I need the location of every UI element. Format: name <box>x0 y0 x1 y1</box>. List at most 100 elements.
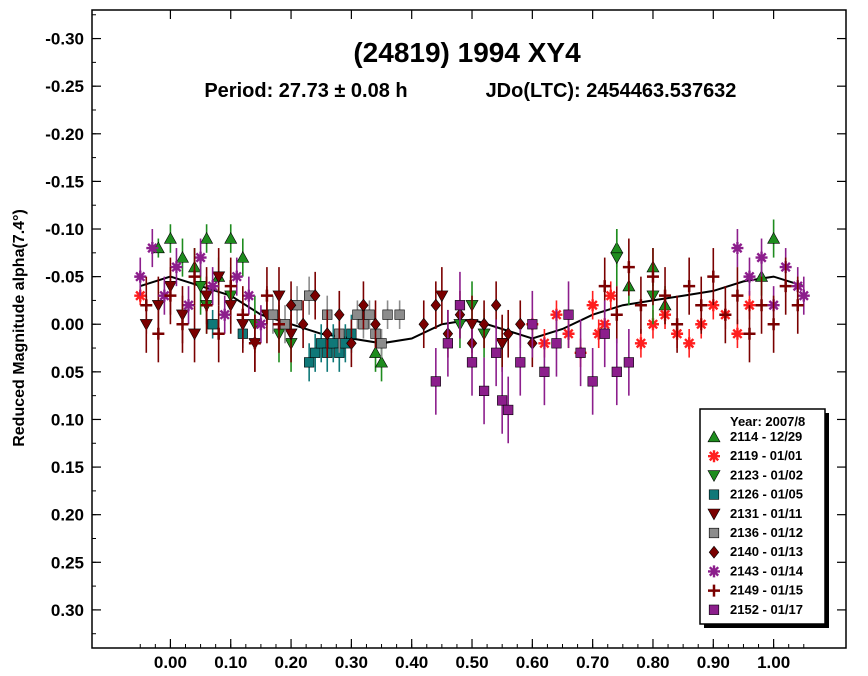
data-points-layer <box>134 219 810 444</box>
chart-title: (24819) 1994 XY4 <box>353 37 581 68</box>
data-point <box>285 298 297 312</box>
legend-items: 2114 - 12/29 2119 - 01/01 2123 - 01/02 2126… <box>707 429 804 617</box>
series-2152 <box>430 271 634 444</box>
data-point <box>791 299 804 312</box>
data-point <box>767 318 780 331</box>
x-tick-label: 0.40 <box>395 653 428 672</box>
x-tick-label: 0.50 <box>455 653 488 672</box>
y-tick-label: -0.10 <box>45 220 84 239</box>
legend-marker <box>708 489 720 500</box>
legend-entry-label: 2140 - 01/13 <box>730 544 803 559</box>
y-tick-label: -0.30 <box>45 30 84 49</box>
data-point <box>515 317 526 331</box>
data-point <box>188 328 202 341</box>
legend-marker <box>708 450 720 463</box>
legend-entry-label: 2152 - 01/17 <box>730 602 803 617</box>
y-tick-label: 0.20 <box>51 506 84 525</box>
y-tick-label: 0.10 <box>51 410 84 429</box>
data-point <box>797 289 810 302</box>
legend-entry-label: 2131 - 01/11 <box>730 506 802 521</box>
data-point <box>140 299 153 312</box>
data-point <box>646 270 659 283</box>
data-point <box>176 318 189 331</box>
data-point <box>731 327 744 340</box>
data-point <box>368 346 383 358</box>
data-point <box>224 231 238 244</box>
data-point <box>200 231 214 244</box>
data-point <box>604 289 617 302</box>
legend-entry-label: 2149 - 01/15 <box>730 583 803 598</box>
data-point <box>242 289 255 302</box>
y-tick-label: 0.05 <box>51 363 84 382</box>
data-point <box>260 289 273 302</box>
legend-marker <box>708 527 720 539</box>
x-tick-label: 0.70 <box>576 653 609 672</box>
data-point <box>527 319 538 330</box>
legend-marker <box>707 470 721 483</box>
data-point <box>731 289 744 302</box>
y-tick-label: -0.20 <box>45 125 84 144</box>
y-axis-label: Reduced Magnitude alpha(7.4°) <box>11 209 28 447</box>
legend-box <box>699 408 826 625</box>
legend-marker <box>707 508 721 521</box>
data-point <box>310 347 321 358</box>
data-point <box>599 328 610 339</box>
data-point <box>218 308 231 321</box>
data-point <box>731 242 744 255</box>
series-2149 <box>140 238 804 372</box>
data-point <box>164 289 177 302</box>
data-point <box>622 261 635 274</box>
data-point <box>719 308 732 321</box>
data-point <box>743 327 756 340</box>
legend-entry-label: 2119 - 01/01 <box>730 448 802 463</box>
data-point <box>316 338 327 349</box>
data-point <box>495 338 509 350</box>
y-tick-label: -0.25 <box>45 77 84 96</box>
data-point <box>683 337 696 350</box>
data-point <box>478 385 490 396</box>
data-point <box>623 357 634 368</box>
x-tick-label: 0.90 <box>697 653 730 672</box>
data-point <box>376 338 387 349</box>
data-point <box>466 357 478 368</box>
data-point <box>158 289 171 302</box>
data-point <box>707 270 720 283</box>
data-point <box>598 280 611 293</box>
data-point <box>592 327 605 340</box>
data-point <box>236 308 249 321</box>
y-tick-label: 0.30 <box>51 601 84 620</box>
data-point <box>442 338 453 349</box>
data-point <box>358 298 369 312</box>
data-point <box>515 357 526 368</box>
data-point <box>207 319 218 330</box>
legend-entry-label: 2136 - 01/12 <box>730 525 803 540</box>
data-point <box>267 309 279 320</box>
legend-marker <box>708 565 720 578</box>
legend-marker <box>708 545 720 559</box>
data-point <box>767 231 781 244</box>
x-tick-label: 0.20 <box>275 653 308 672</box>
x-tick-label: 0.60 <box>516 653 549 672</box>
data-point <box>683 280 696 293</box>
chart-subtitle-period: Period: 27.73 ± 0.08 h <box>204 80 407 102</box>
data-point <box>212 271 226 284</box>
data-point <box>182 299 195 312</box>
data-point <box>586 299 599 312</box>
data-point <box>430 298 442 312</box>
data-point <box>497 395 508 406</box>
data-point <box>322 327 333 341</box>
data-point <box>610 308 623 321</box>
data-point <box>610 252 624 265</box>
y-tick-label: 0.15 <box>51 458 84 477</box>
data-point <box>152 327 165 340</box>
data-point <box>634 337 647 350</box>
data-point <box>539 366 550 377</box>
data-point <box>272 318 285 331</box>
x-tick-label: 0.30 <box>335 653 368 672</box>
data-point <box>611 366 622 377</box>
data-point <box>224 280 237 293</box>
x-tick-label: 0.00 <box>154 653 187 672</box>
data-point <box>206 280 219 293</box>
x-tick-label: 0.80 <box>636 653 669 672</box>
legend-marker <box>708 584 720 597</box>
